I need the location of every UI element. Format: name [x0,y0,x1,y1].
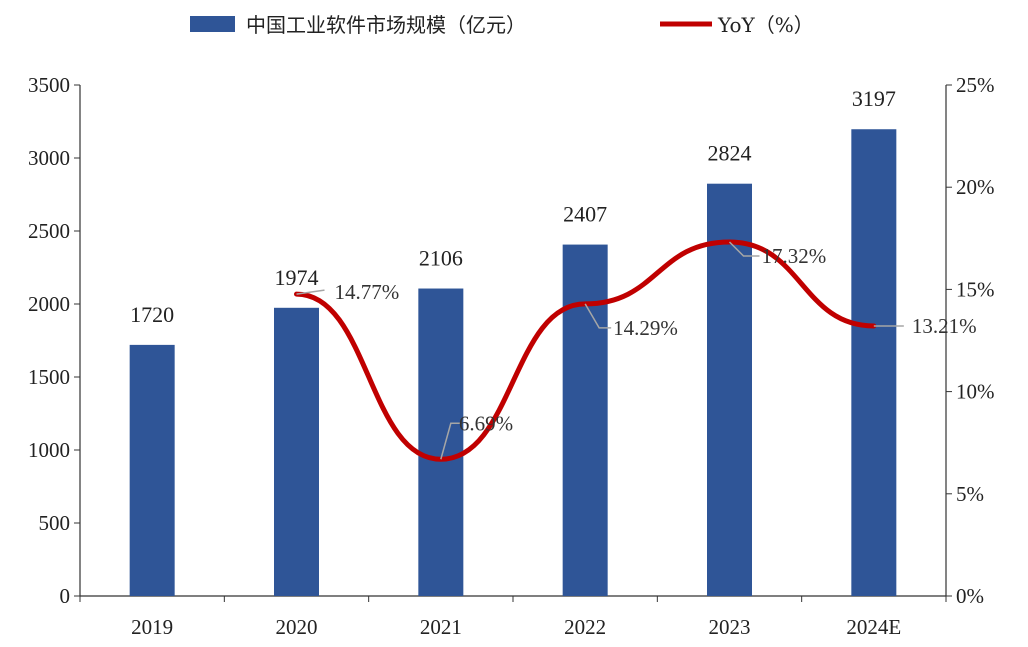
y-left-tick-label: 2500 [28,219,70,243]
y-right-tick-label: 15% [956,277,995,301]
yoy-line-series [294,239,877,462]
y-right-tick-label: 5% [956,482,984,506]
bar-data-label: 1720 [130,302,174,327]
x-tick-label: 2024E [846,615,901,639]
x-tick-label: 2022 [564,615,606,639]
y-right-tick-label: 0% [956,584,984,608]
y-left-tick-label: 2000 [28,292,70,316]
y-left-tick-label: 500 [39,511,71,535]
legend: 中国工业软件市场规模（亿元） YoY（%） [190,13,814,37]
y-right-tick-label: 10% [956,380,995,404]
y-left-tick-label: 0 [60,584,71,608]
bar [562,244,608,596]
bar [129,344,175,596]
legend-bar-label: 中国工业软件市场规模（亿元） [246,13,526,37]
yoy-data-label: 14.77% [335,280,400,304]
x-tick-label: 2019 [131,615,173,639]
data-labels: 1720 1974 2106 2407 2824 3197 14.77% 6.69% 14.29… [130,86,977,460]
x-tick-label: 2021 [420,615,462,639]
bar [707,183,752,597]
y-left-tick-label: 1000 [28,438,70,462]
x-tick-label: 2023 [709,615,751,639]
x-tick-label: 2020 [276,615,318,639]
yoy-leader-line [440,422,461,460]
axes: 0 500 1000 1500 2000 2500 3000 3500 0% 5% 10% 15% 20… [28,73,995,639]
yoy-leader-line [296,289,325,295]
yoy-data-label: 6.69% [459,411,513,435]
bar [851,129,897,596]
bar [418,288,464,596]
y-left-tick-label: 1500 [28,365,70,389]
y-right-tick-label: 25% [956,73,995,97]
bar-data-label: 2106 [419,246,463,271]
yoy-data-label: 14.29% [613,316,678,340]
yoy-line [294,239,877,462]
bar-data-label: 2824 [708,141,752,166]
yoy-leader-line [728,241,760,257]
yoy-data-label: 17.32% [762,244,827,268]
yoy-leader-line [584,303,612,329]
y-left-tick-label: 3500 [28,73,70,97]
legend-bar-swatch [190,16,235,32]
bar [274,307,319,596]
y-right-tick-label: 20% [956,175,995,199]
bar-data-label: 2407 [563,202,607,227]
yoy-data-label: 13.21% [912,314,977,338]
legend-line-label: YoY（%） [717,13,814,37]
bar-data-label: 3197 [852,86,896,111]
bar-series [129,129,897,597]
y-left-tick-label: 3000 [28,146,70,170]
bar-data-label: 1974 [275,265,319,290]
